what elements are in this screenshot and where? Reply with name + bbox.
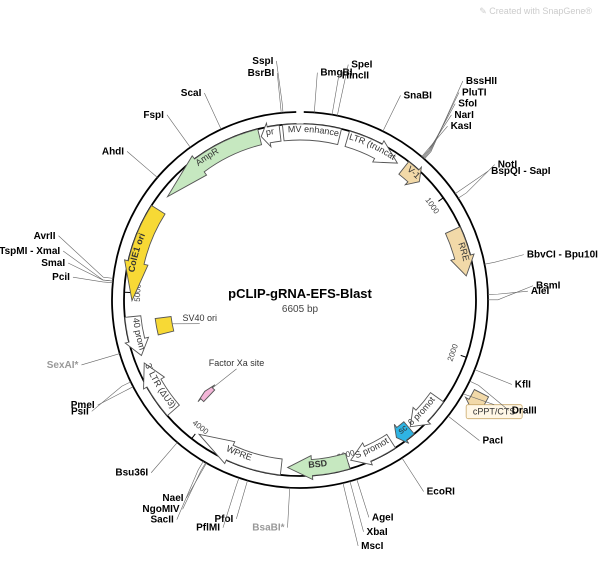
enzyme-leader xyxy=(98,387,133,405)
enzyme-leader xyxy=(402,458,424,492)
feature-ampr xyxy=(168,129,262,197)
tick-label: 1000 xyxy=(423,196,441,216)
enzyme-label: SpeI xyxy=(351,60,372,71)
enzyme-label: EcoRI xyxy=(427,487,456,498)
enzyme-leader xyxy=(236,481,247,519)
enzyme-label: BssHII xyxy=(466,76,497,87)
enzyme-leader xyxy=(332,75,339,114)
enzyme-leader xyxy=(63,251,113,281)
enzyme-label: SexAI* xyxy=(47,360,79,371)
enzyme-leader xyxy=(488,291,528,294)
enzyme-leader xyxy=(357,479,369,517)
enzyme-label: SspI xyxy=(252,56,273,67)
enzyme-label: SacII xyxy=(150,515,174,526)
enzyme-label: MscI xyxy=(361,541,383,552)
feature-label: cPPT/CTS xyxy=(473,407,516,417)
enzyme-label: KasI xyxy=(451,121,472,132)
enzyme-label: BbvCI - Bpu10I xyxy=(527,250,598,261)
enzyme-leader xyxy=(383,95,401,131)
enzyme-leader xyxy=(288,488,290,528)
enzyme-label: BsmI xyxy=(536,281,561,292)
enzyme-leader xyxy=(475,370,512,385)
plasmid-size: 6605 bp xyxy=(282,304,319,315)
enzyme-label: PluTI xyxy=(462,87,487,98)
plasmid-map: ✎ Created with SnapGene®1000200030004000… xyxy=(0,0,600,587)
tick-label: 4000 xyxy=(191,418,211,436)
enzyme-label: BsaBI* xyxy=(252,523,284,534)
feature-sv40-ori xyxy=(155,316,174,334)
feature-label: Factor Xa site xyxy=(209,358,265,368)
enzyme-leader xyxy=(81,354,119,365)
tick xyxy=(461,355,467,357)
leader xyxy=(213,369,237,388)
enzyme-leader xyxy=(458,165,495,199)
enzyme-label: BsrBI xyxy=(248,68,275,79)
enzyme-leader xyxy=(455,171,488,194)
enzyme-label: ScaI xyxy=(181,88,202,99)
enzyme-label: XbaI xyxy=(367,527,388,538)
feature-label: AmpR promoter xyxy=(0,0,275,138)
feature-label: CMV enhancer xyxy=(0,0,340,138)
tick-label: 2000 xyxy=(446,342,460,362)
enzyme-label: PflMI xyxy=(196,523,220,534)
enzyme-leader xyxy=(314,73,317,113)
enzyme-label: AvrII xyxy=(34,231,56,242)
enzyme-leader xyxy=(276,61,283,113)
enzyme-leader xyxy=(127,151,157,177)
enzyme-label: DraIII xyxy=(512,405,537,416)
enzyme-leader xyxy=(151,442,177,472)
enzyme-leader xyxy=(73,277,113,283)
enzyme-label: NaeI xyxy=(162,493,183,504)
watermark: ✎ Created with SnapGene® xyxy=(479,6,592,16)
enzyme-leader xyxy=(485,255,524,265)
enzyme-leader xyxy=(343,483,358,546)
enzyme-label: AhdI xyxy=(102,146,124,157)
enzyme-label: NarI xyxy=(454,110,474,121)
enzyme-leader xyxy=(448,416,479,441)
enzyme-leader xyxy=(350,481,364,532)
enzyme-label: PacI xyxy=(482,436,503,447)
enzyme-leader xyxy=(92,382,131,411)
feature-label: SV40 ori xyxy=(182,313,217,323)
enzyme-label: TspMI - XmaI xyxy=(0,246,60,257)
tick xyxy=(192,434,196,439)
feature-label: SV40 promoter xyxy=(0,0,147,351)
enzyme-label: SmaI xyxy=(41,258,65,269)
enzyme-label: PciI xyxy=(52,272,70,283)
enzyme-label: SnaBI xyxy=(404,90,433,101)
enzyme-label: SfoI xyxy=(458,99,477,110)
enzyme-leader xyxy=(167,115,190,147)
plasmid-title: pCLIP-gRNA-EFS-Blast xyxy=(228,286,372,301)
enzyme-leader xyxy=(177,461,204,519)
enzyme-label: NgoMIV xyxy=(142,504,180,515)
enzyme-label: Bsu36I xyxy=(115,468,148,479)
enzyme-leader xyxy=(204,93,221,129)
enzyme-label: PsiI xyxy=(71,406,89,417)
enzyme-label: KflI xyxy=(515,379,531,390)
enzyme-label: AgeI xyxy=(372,512,394,523)
enzyme-label: FspI xyxy=(143,110,164,121)
enzyme-leader xyxy=(183,463,206,510)
tick xyxy=(438,198,443,201)
feature-factor-xa-site xyxy=(198,385,215,402)
enzyme-label: NotI xyxy=(498,160,518,171)
